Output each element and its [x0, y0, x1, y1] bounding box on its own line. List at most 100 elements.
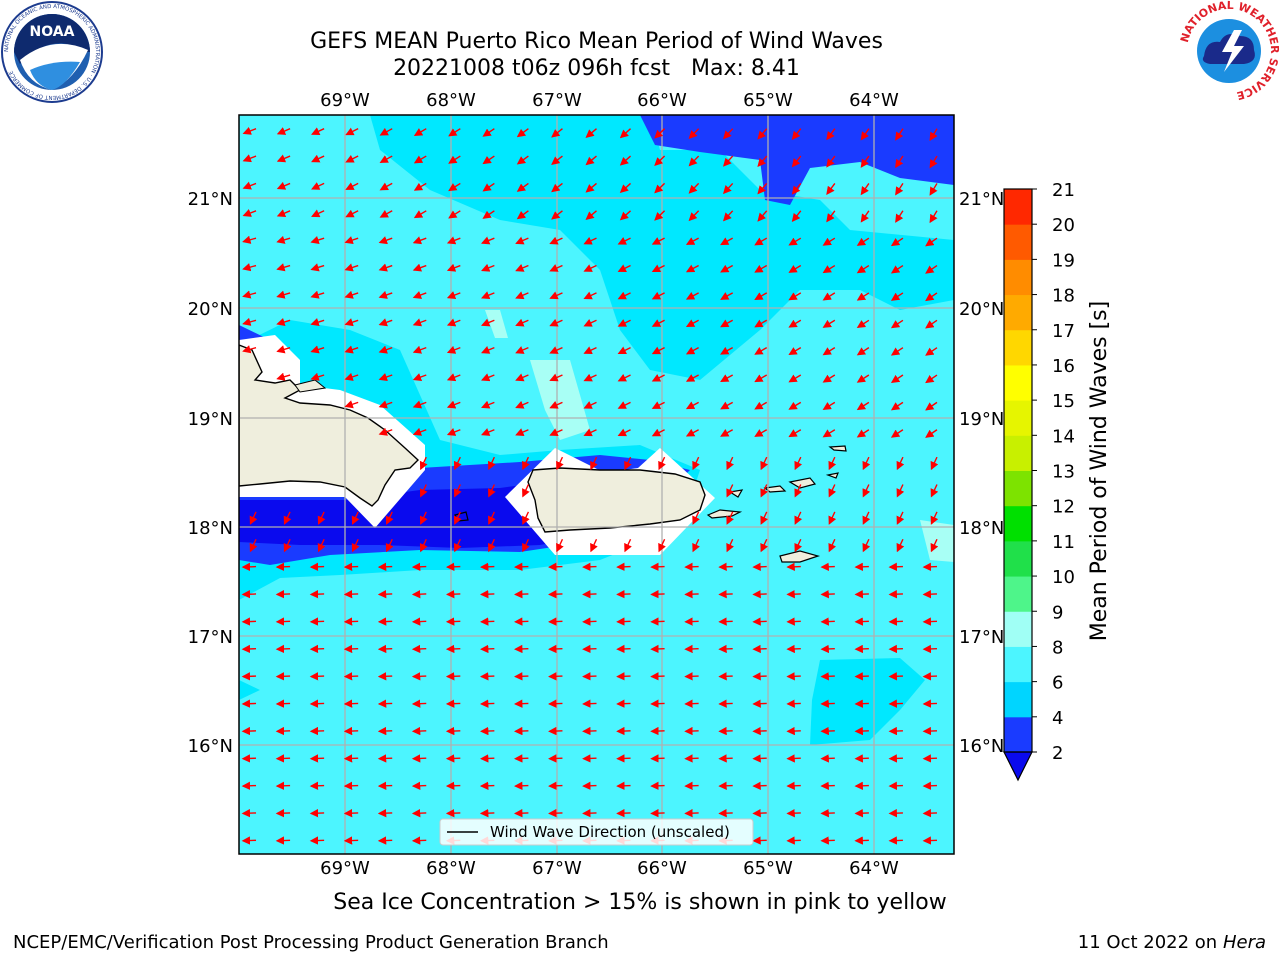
wave-direction-arrow: [378, 400, 393, 409]
wave-direction-arrow: [617, 373, 631, 382]
wave-direction-arrow: [583, 319, 597, 327]
wave-direction-arrow: [754, 429, 768, 437]
wave-direction-arrow: [788, 347, 802, 356]
wave-direction-arrow: [895, 183, 904, 196]
wave-direction-arrow: [794, 511, 803, 525]
wave-direction-arrow: [822, 319, 836, 328]
colorbar-tick-label: 13: [1052, 462, 1075, 483]
wave-direction-arrow: [654, 210, 666, 221]
lat-labels-right: 21°N 20°N 19°N 18°N 17°N 16°N: [959, 189, 1004, 757]
wave-direction-arrow: [583, 373, 597, 382]
wave-direction-arrow: [583, 264, 597, 272]
wave-direction-arrow: [242, 154, 257, 163]
wave-direction-arrow: [720, 292, 734, 300]
wave-direction-arrow: [446, 263, 461, 272]
wave-direction-arrow: [242, 181, 257, 190]
wave-direction-arrows: [241, 126, 939, 845]
wave-direction-arrow: [722, 182, 734, 195]
wave-direction-arrow: [413, 155, 427, 164]
wave-direction-arrow: [788, 374, 802, 383]
colorbar-segment: [1004, 505, 1032, 542]
wave-direction-arrow: [822, 237, 836, 246]
wave-direction-arrow: [651, 264, 665, 273]
colorbar-segment: [1004, 400, 1032, 436]
wave-direction-arrow: [754, 374, 768, 383]
lat-label: 21°N: [959, 189, 1004, 210]
wave-direction-arrow: [310, 235, 325, 244]
wave-direction-arrow: [311, 209, 325, 218]
wave-direction-arrow: [242, 263, 257, 272]
wave-direction-arrow: [419, 484, 428, 498]
wave-direction-arrow: [488, 484, 496, 498]
wave-direction-arrow: [685, 237, 699, 245]
wave-direction-arrow: [654, 182, 666, 194]
wave-direction-arrow: [757, 182, 768, 195]
map-frame: [238, 114, 955, 855]
wave-direction-arrow: [692, 511, 700, 525]
wave-direction-arrow: [516, 128, 529, 138]
wave-direction-arrow: [522, 484, 530, 498]
wave-direction-arrow: [446, 236, 461, 245]
wave-direction-arrow: [619, 128, 632, 139]
wave-direction-arrow: [453, 456, 462, 471]
lon-label: 68°W: [426, 90, 476, 111]
wave-direction-arrow: [515, 400, 529, 409]
wave-direction-arrow: [685, 374, 699, 382]
wave-direction-arrow: [515, 264, 529, 272]
wave-direction-arrow: [890, 319, 904, 329]
wave-direction-arrow: [448, 182, 461, 192]
wave-direction-arrow: [242, 317, 257, 326]
wave-direction-arrow: [651, 346, 665, 355]
colorbar-tick-label: 11: [1052, 532, 1075, 553]
noaa-logo-text: NOAA: [30, 24, 75, 40]
wave-direction-arrow: [791, 155, 802, 168]
footer-host: Hera: [1222, 932, 1266, 953]
wave-direction-arrow: [788, 237, 802, 246]
colorbar-segment: [1004, 329, 1032, 366]
colorbar-tick-label: 15: [1052, 391, 1075, 412]
wave-direction-arrow: [482, 182, 495, 192]
wave-direction-arrow: [516, 155, 529, 165]
wave-direction-arrow: [896, 511, 905, 525]
wave-direction-arrow: [757, 210, 768, 222]
wave-direction-arrow: [413, 128, 427, 136]
wave-direction-arrow: [481, 263, 495, 272]
wave-direction-arrow: [685, 291, 699, 300]
wave-direction-arrow: [551, 128, 563, 138]
wave-direction-arrow: [522, 538, 530, 553]
wave-direction-arrow: [791, 182, 802, 195]
wave-direction-arrow: [276, 290, 291, 299]
wave-direction-arrow: [929, 183, 938, 196]
wave-direction-arrow: [788, 264, 802, 273]
wave-direction-arrow: [794, 538, 803, 553]
wave-direction-arrow: [585, 128, 597, 138]
wave-direction-arrow: [345, 209, 359, 218]
wave-direction-arrow: [378, 318, 393, 327]
wave-direction-arrow: [249, 511, 258, 525]
wave-direction-arrow: [895, 128, 904, 141]
wave-direction-arrow: [585, 210, 597, 221]
wave-direction-arrow: [794, 484, 803, 498]
wave-direction-arrow: [760, 511, 769, 525]
wave-direction-arrow: [828, 456, 837, 471]
wave-direction-arrow: [310, 318, 325, 327]
wave-direction-arrow: [344, 372, 359, 381]
wave-direction-arrow: [317, 511, 326, 525]
wave-direction-arrow: [446, 291, 461, 299]
period-field-8-9: [530, 360, 590, 440]
wave-direction-arrow: [453, 484, 462, 498]
wave-direction-arrow: [351, 511, 360, 525]
wave-direction-arrow: [826, 155, 836, 168]
wave-direction-arrow: [515, 236, 529, 245]
wave-direction-arrow: [754, 346, 768, 355]
colorbar-segment: [1004, 681, 1032, 718]
wave-direction-arrow: [754, 292, 768, 301]
wave-direction-arrow: [522, 511, 530, 525]
colorbar-tick-label: 16: [1052, 356, 1075, 377]
wave-direction-arrow: [311, 127, 325, 136]
wave-direction-arrow: [549, 318, 563, 327]
wave-direction-arrow: [925, 264, 938, 274]
wave-direction-arrow: [822, 292, 836, 301]
wave-direction-arrow: [448, 210, 461, 219]
wave-direction-arrow: [276, 263, 291, 272]
